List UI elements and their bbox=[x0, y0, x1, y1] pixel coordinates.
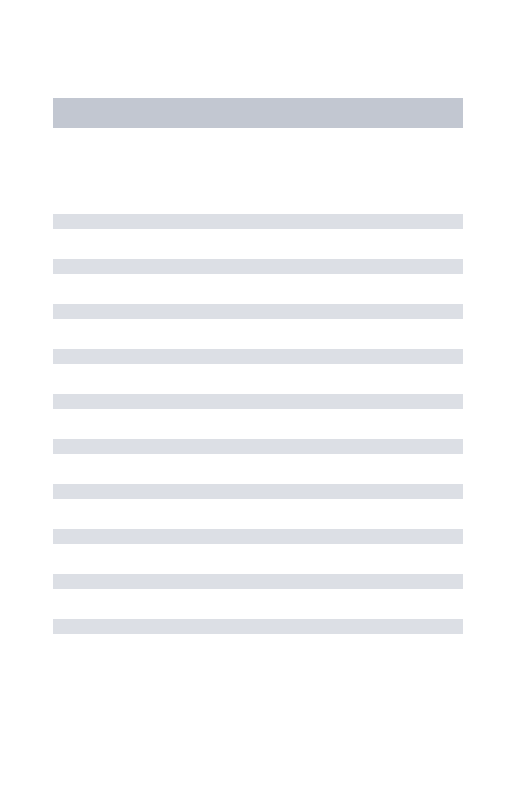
skeleton-line bbox=[53, 214, 463, 229]
skeleton-line bbox=[53, 574, 463, 589]
skeleton-line bbox=[53, 304, 463, 319]
skeleton-line bbox=[53, 619, 463, 634]
skeleton-container bbox=[0, 98, 516, 634]
skeleton-line bbox=[53, 484, 463, 499]
skeleton-line bbox=[53, 259, 463, 274]
skeleton-group-1 bbox=[53, 214, 463, 409]
skeleton-group-2 bbox=[53, 439, 463, 634]
skeleton-header-bar bbox=[53, 98, 463, 128]
skeleton-line bbox=[53, 394, 463, 409]
skeleton-line bbox=[53, 349, 463, 364]
skeleton-line bbox=[53, 439, 463, 454]
skeleton-line bbox=[53, 529, 463, 544]
